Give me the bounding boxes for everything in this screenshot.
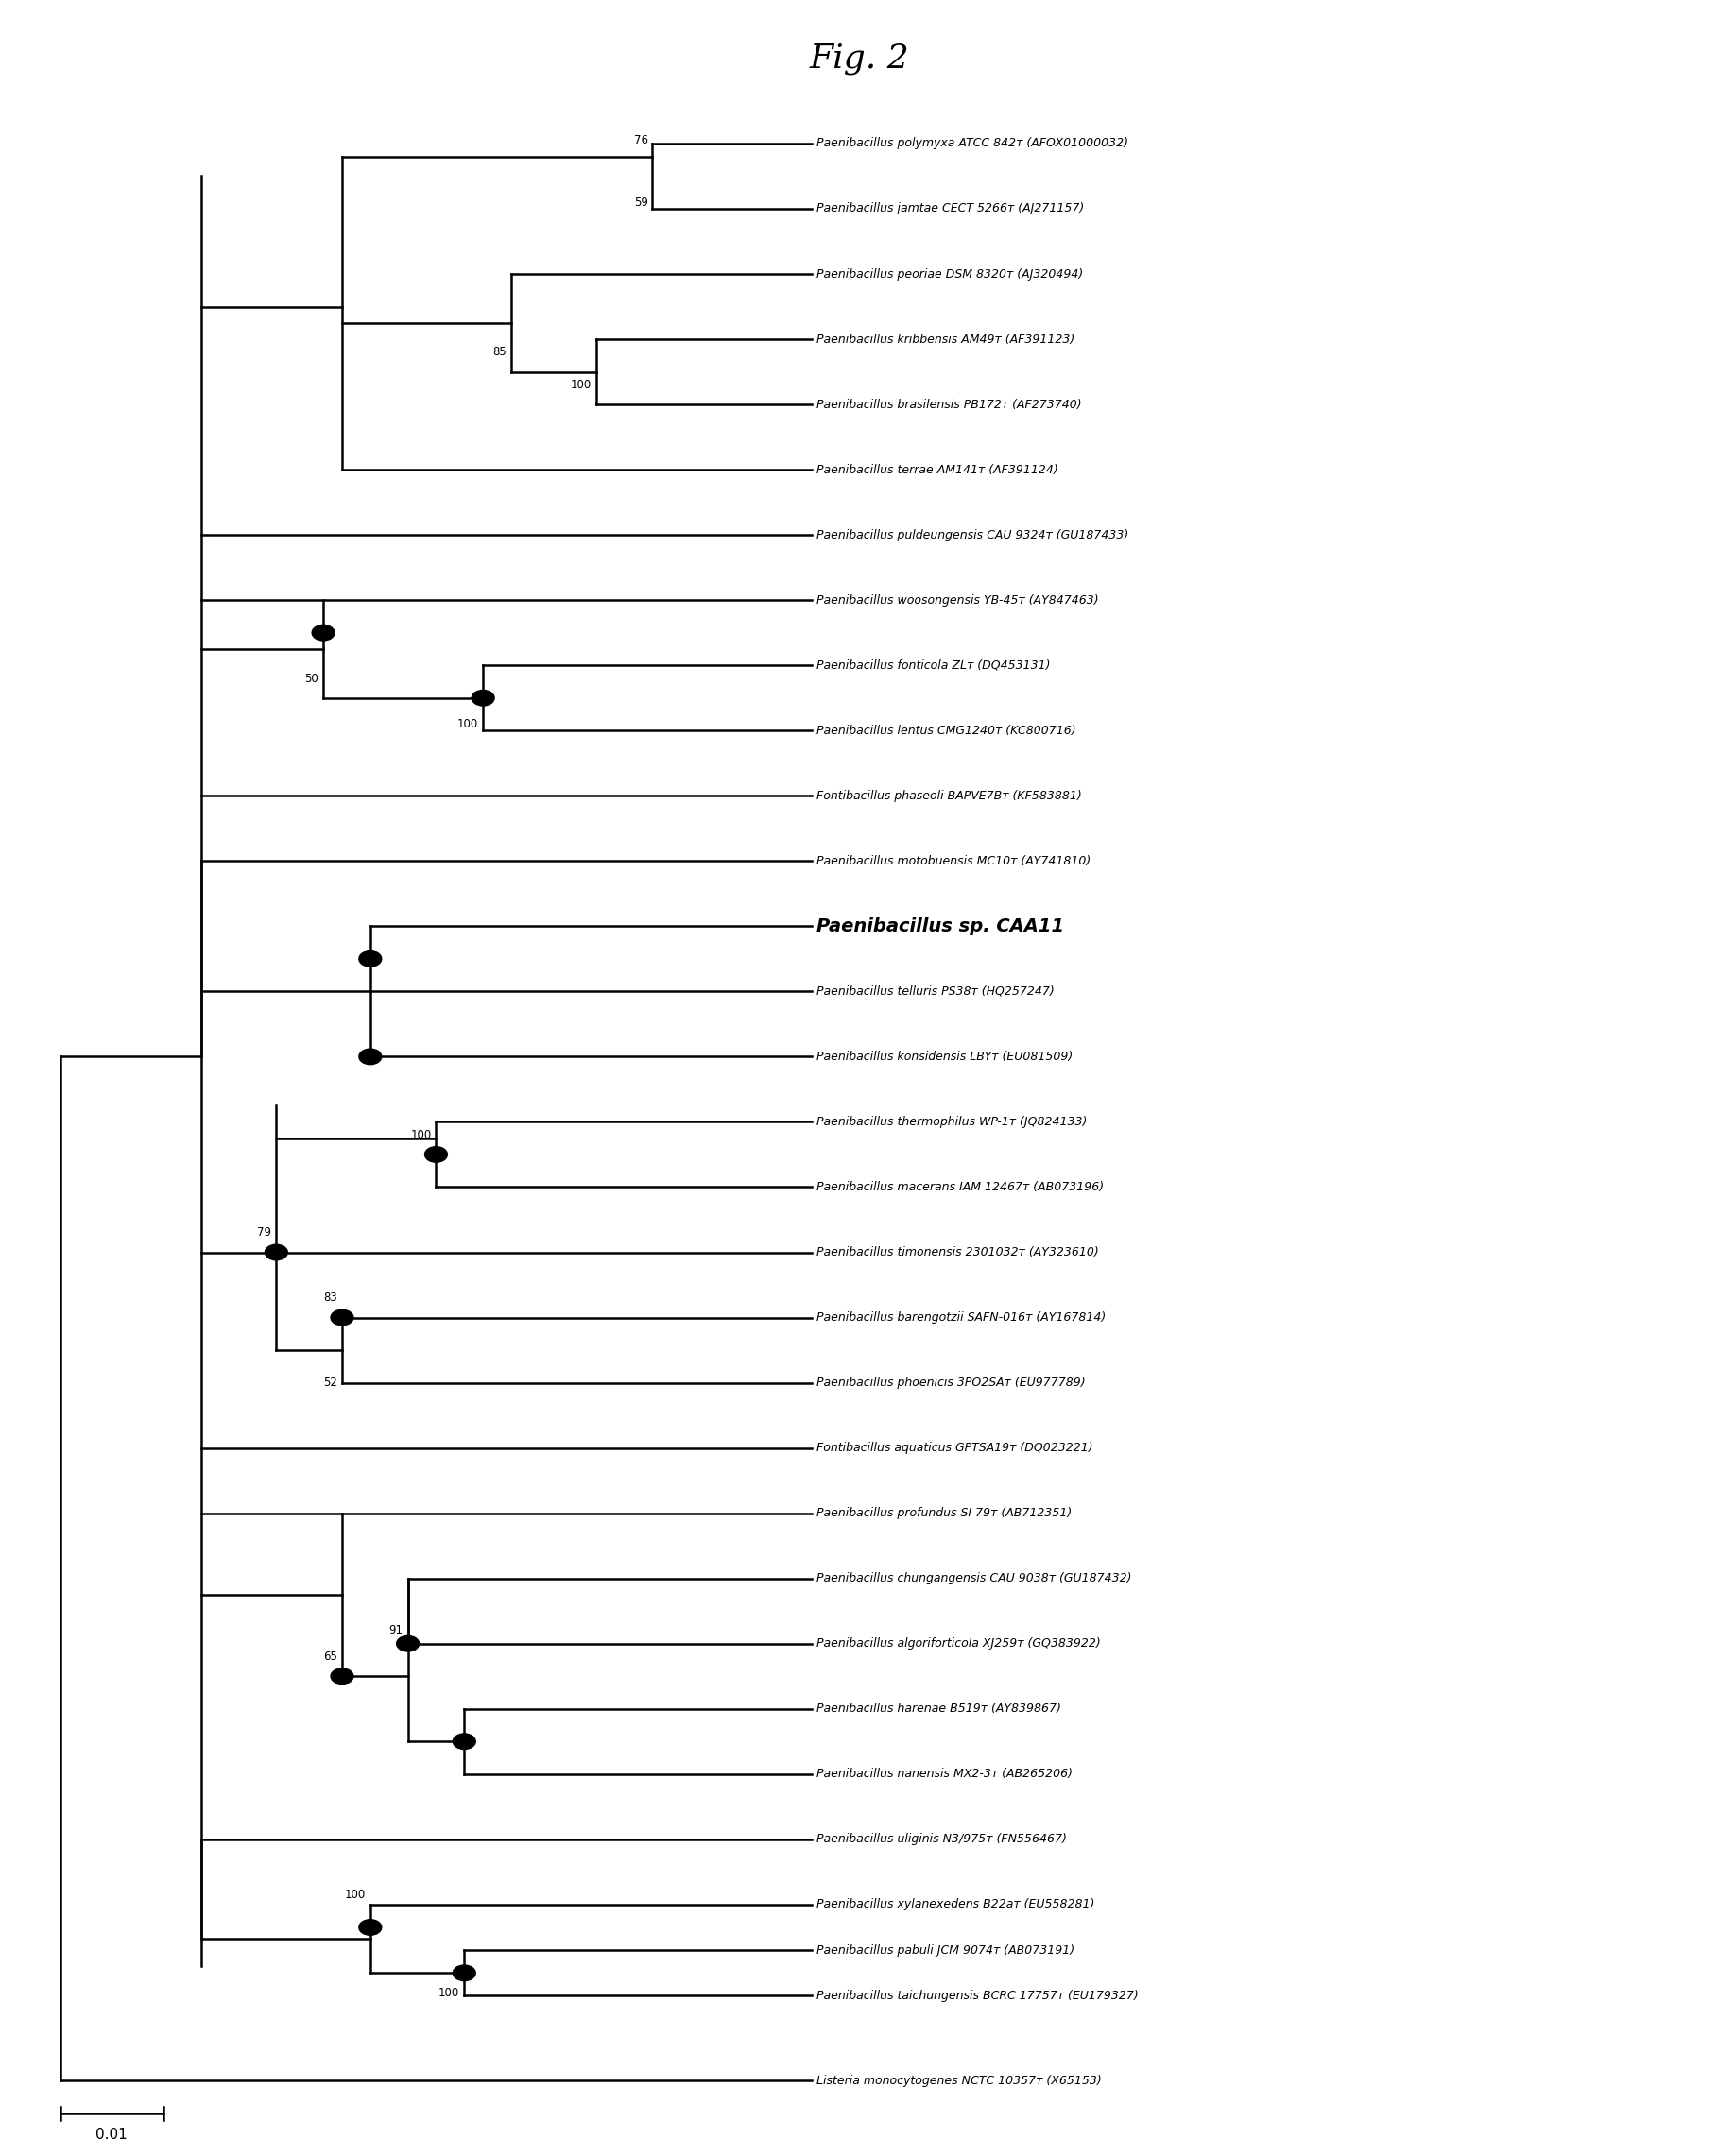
Circle shape — [265, 1244, 287, 1259]
Text: Paenibacillus jamtae CECT 5266ᴛ (AJ271157): Paenibacillus jamtae CECT 5266ᴛ (AJ27115… — [816, 203, 1084, 216]
Text: Paenibacillus barengotzii SAFN-016ᴛ (AY167814): Paenibacillus barengotzii SAFN-016ᴛ (AY1… — [816, 1311, 1106, 1324]
Circle shape — [313, 625, 335, 640]
Text: Paenibacillus polymyxa ATCC 842ᴛ (AFOX01000032): Paenibacillus polymyxa ATCC 842ᴛ (AFOX01… — [816, 138, 1129, 149]
Text: 100: 100 — [457, 718, 478, 731]
Text: 100: 100 — [411, 1130, 431, 1141]
Text: 50: 50 — [304, 673, 318, 683]
Text: Paenibacillus konsidensis LBYᴛ (EU081509): Paenibacillus konsidensis LBYᴛ (EU081509… — [816, 1050, 1074, 1063]
Text: 100: 100 — [570, 379, 591, 390]
Text: Paenibacillus chungangensis CAU 9038ᴛ (GU187432): Paenibacillus chungangensis CAU 9038ᴛ (G… — [816, 1572, 1132, 1585]
Text: Paenibacillus peoriae DSM 8320ᴛ (AJ320494): Paenibacillus peoriae DSM 8320ᴛ (AJ32049… — [816, 267, 1084, 280]
Text: Paenibacillus terrae AM141ᴛ (AF391124): Paenibacillus terrae AM141ᴛ (AF391124) — [816, 464, 1058, 476]
Circle shape — [454, 1964, 476, 1981]
Text: 0.01: 0.01 — [96, 2128, 127, 2141]
Text: Paenibacillus telluris PS38ᴛ (HQ257247): Paenibacillus telluris PS38ᴛ (HQ257247) — [816, 985, 1055, 998]
Text: Fontibacillus phaseoli BAPVE7Bᴛ (KF583881): Fontibacillus phaseoli BAPVE7Bᴛ (KF58388… — [816, 789, 1082, 802]
Circle shape — [359, 1048, 381, 1065]
Text: 52: 52 — [323, 1378, 337, 1388]
Text: Paenibacillus brasilensis PB172ᴛ (AF273740): Paenibacillus brasilensis PB172ᴛ (AF2737… — [816, 399, 1082, 410]
Text: Paenibacillus fonticola ZLᴛ (DQ453131): Paenibacillus fonticola ZLᴛ (DQ453131) — [816, 660, 1051, 671]
Text: Paenibacillus taichungensis BCRC 17757ᴛ (EU179327): Paenibacillus taichungensis BCRC 17757ᴛ … — [816, 1990, 1139, 2003]
Text: Paenibacillus timonensis 2301032ᴛ (AY323610): Paenibacillus timonensis 2301032ᴛ (AY323… — [816, 1246, 1100, 1259]
Circle shape — [332, 1669, 354, 1684]
Text: Paenibacillus xylanexedens B22aᴛ (EU558281): Paenibacillus xylanexedens B22aᴛ (EU5582… — [816, 1899, 1094, 1910]
Text: Paenibacillus lentus CMG1240ᴛ (KC800716): Paenibacillus lentus CMG1240ᴛ (KC800716) — [816, 724, 1075, 737]
Text: Paenibacillus uliginis N3/975ᴛ (FN556467): Paenibacillus uliginis N3/975ᴛ (FN556467… — [816, 1833, 1067, 1846]
Text: Paenibacillus profundus SI 79ᴛ (AB712351): Paenibacillus profundus SI 79ᴛ (AB712351… — [816, 1507, 1072, 1520]
Text: 100: 100 — [345, 1889, 366, 1902]
Text: 100: 100 — [438, 1986, 459, 1999]
Text: 83: 83 — [323, 1291, 337, 1304]
Text: 85: 85 — [493, 347, 507, 358]
Text: Fig. 2: Fig. 2 — [809, 43, 909, 75]
Text: Paenibacillus algoriforticola XJ259ᴛ (GQ383922): Paenibacillus algoriforticola XJ259ᴛ (GQ… — [816, 1639, 1101, 1649]
Circle shape — [472, 690, 495, 705]
Text: 79: 79 — [258, 1227, 271, 1240]
Text: Paenibacillus sp. CAA11: Paenibacillus sp. CAA11 — [816, 916, 1065, 936]
Text: Paenibacillus kribbensis AM49ᴛ (AF391123): Paenibacillus kribbensis AM49ᴛ (AF391123… — [816, 332, 1075, 345]
Circle shape — [359, 951, 381, 966]
Text: Paenibacillus woosongensis YB-45ᴛ (AY847463): Paenibacillus woosongensis YB-45ᴛ (AY847… — [816, 593, 1100, 606]
Text: 76: 76 — [634, 134, 648, 147]
Text: Paenibacillus pabuli JCM 9074ᴛ (AB073191): Paenibacillus pabuli JCM 9074ᴛ (AB073191… — [816, 1945, 1075, 1955]
Text: Paenibacillus puldeungensis CAU 9324ᴛ (GU187433): Paenibacillus puldeungensis CAU 9324ᴛ (G… — [816, 528, 1129, 541]
Text: Paenibacillus harenae B519ᴛ (AY839867): Paenibacillus harenae B519ᴛ (AY839867) — [816, 1703, 1062, 1714]
Text: Listeria monocytogenes NCTC 10357ᴛ (X65153): Listeria monocytogenes NCTC 10357ᴛ (X651… — [816, 2074, 1101, 2087]
Text: Paenibacillus phoenicis 3PO2SAᴛ (EU977789): Paenibacillus phoenicis 3PO2SAᴛ (EU97778… — [816, 1378, 1086, 1388]
Circle shape — [359, 1919, 381, 1936]
Text: Paenibacillus nanensis MX2-3ᴛ (AB265206): Paenibacillus nanensis MX2-3ᴛ (AB265206) — [816, 1768, 1072, 1781]
Circle shape — [454, 1733, 476, 1749]
Circle shape — [332, 1309, 354, 1326]
Circle shape — [424, 1147, 447, 1162]
Text: 65: 65 — [323, 1651, 337, 1662]
Text: 91: 91 — [388, 1623, 404, 1636]
Text: Paenibacillus motobuensis MC10ᴛ (AY741810): Paenibacillus motobuensis MC10ᴛ (AY74181… — [816, 854, 1091, 867]
Text: Paenibacillus thermophilus WP-1ᴛ (JQ824133): Paenibacillus thermophilus WP-1ᴛ (JQ8241… — [816, 1117, 1087, 1128]
Circle shape — [397, 1636, 419, 1651]
Text: 59: 59 — [634, 196, 648, 209]
Text: Paenibacillus macerans IAM 12467ᴛ (AB073196): Paenibacillus macerans IAM 12467ᴛ (AB073… — [816, 1181, 1105, 1192]
Text: Fontibacillus aquaticus GPTSA19ᴛ (DQ023221): Fontibacillus aquaticus GPTSA19ᴛ (DQ0232… — [816, 1442, 1093, 1453]
